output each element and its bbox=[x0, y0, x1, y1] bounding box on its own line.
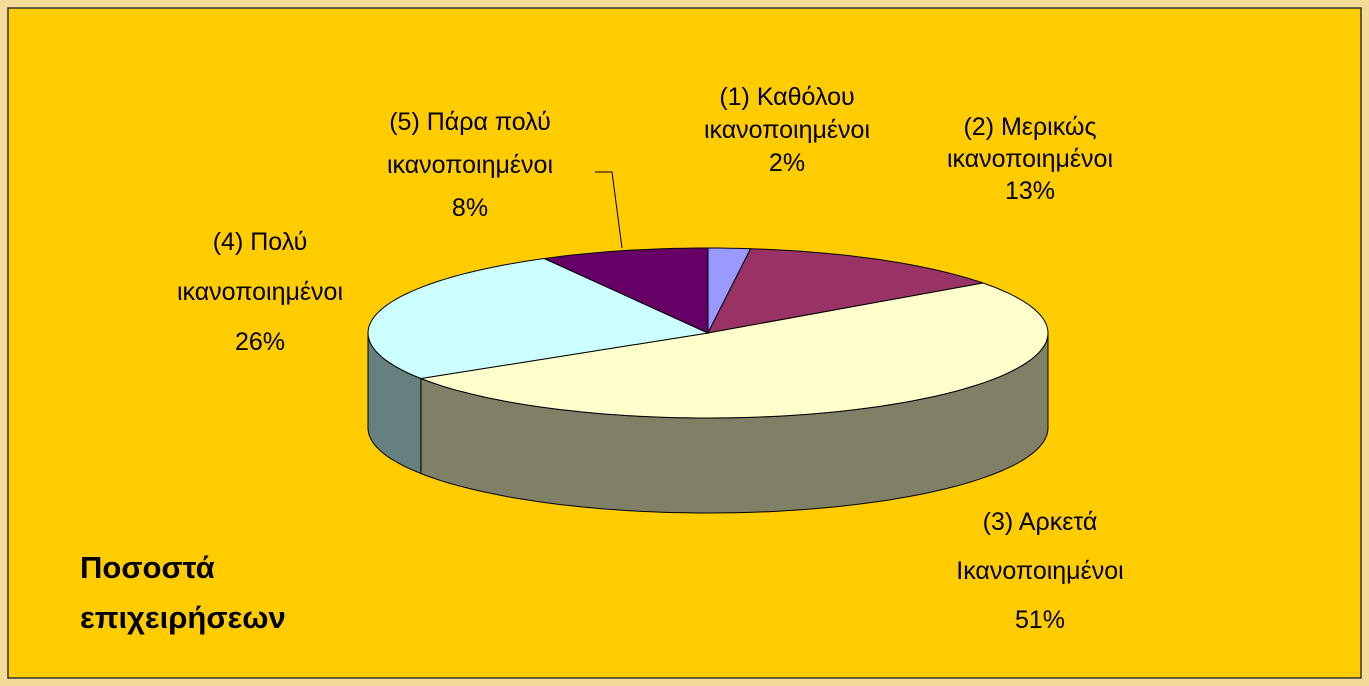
category-label: (5) Πάρα πολύ ικανοποιημένοι bbox=[387, 108, 553, 179]
value-label: 8% bbox=[452, 194, 488, 222]
value-label: 13% bbox=[1005, 177, 1055, 205]
value-label: 26% bbox=[235, 328, 285, 356]
value-label: 51% bbox=[1015, 606, 1065, 634]
value-label: 2% bbox=[769, 149, 805, 177]
slice bbox=[418, 282, 1049, 419]
chart-title: Ποσοστά επιχειρήσεων bbox=[80, 550, 286, 635]
category-label: (4) Πολύ ικανοποιημένοι bbox=[177, 228, 343, 306]
slice bbox=[367, 257, 710, 380]
category-label: (3) Αρκετά Ικανοποιημένοι bbox=[956, 508, 1123, 585]
category-label: (2) Μερικώς ικανοποιημένοι bbox=[947, 113, 1113, 173]
slice bbox=[542, 247, 709, 334]
category-label: (1) Καθόλου ικανοποιημένοι bbox=[704, 83, 870, 144]
slice bbox=[707, 248, 984, 334]
leader-line bbox=[595, 171, 623, 249]
